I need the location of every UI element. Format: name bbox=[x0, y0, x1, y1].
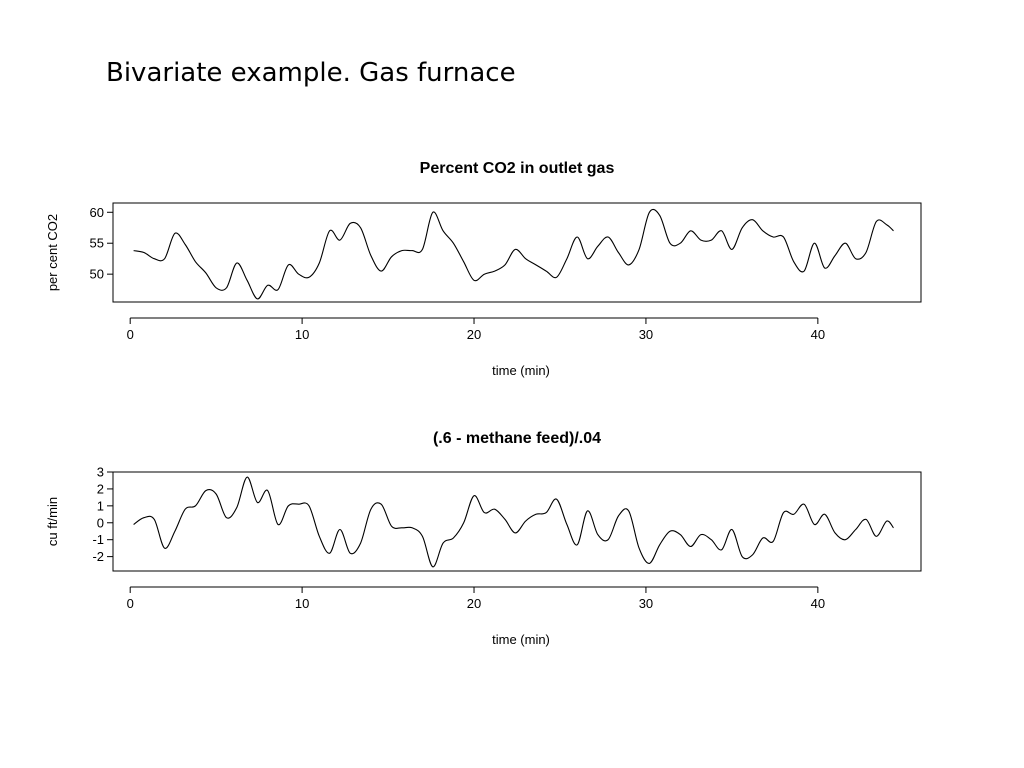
y-tick-label: 2 bbox=[97, 481, 104, 496]
y-tick-label: -1 bbox=[92, 532, 104, 547]
chart-title: (.6 - methane feed)/.04 bbox=[433, 430, 601, 447]
y-tick-label: 50 bbox=[90, 267, 104, 282]
x-tick-label: 40 bbox=[811, 596, 825, 611]
x-tick-label: 0 bbox=[127, 327, 134, 342]
plot-frame bbox=[112, 202, 922, 303]
x-tick-label: 30 bbox=[639, 596, 653, 611]
y-tick-label: -2 bbox=[92, 549, 104, 564]
x-tick-label: 20 bbox=[467, 327, 481, 342]
x-tick-label: 30 bbox=[639, 327, 653, 342]
x-tick-label: 0 bbox=[127, 596, 134, 611]
x-tick-label: 20 bbox=[467, 596, 481, 611]
y-tick-label: 1 bbox=[97, 498, 104, 513]
x-axis-label: time (min) bbox=[492, 363, 550, 378]
chart-title: Percent CO2 in outlet gas bbox=[420, 160, 615, 177]
x-axis-label: time (min) bbox=[492, 632, 550, 647]
series-line-1 bbox=[133, 208, 894, 300]
y-tick-label: 55 bbox=[90, 236, 104, 251]
y-tick-label: 60 bbox=[90, 205, 104, 220]
series-line-1 bbox=[133, 476, 894, 568]
y-tick-label: 3 bbox=[97, 465, 104, 480]
x-tick-label: 10 bbox=[295, 596, 309, 611]
x-tick-label: 40 bbox=[811, 327, 825, 342]
slide-title: Bivariate example. Gas furnace bbox=[106, 58, 516, 88]
x-tick-label: 10 bbox=[295, 327, 309, 342]
y-tick-label: 0 bbox=[97, 515, 104, 530]
plot-frame bbox=[112, 471, 922, 572]
y-axis-label: cu ft/min bbox=[45, 497, 60, 546]
chart-1: Percent CO2 in outlet gas 0 10 20 30 40 time (… bbox=[45, 160, 922, 378]
y-axis-label: per cent CO2 bbox=[45, 214, 60, 291]
